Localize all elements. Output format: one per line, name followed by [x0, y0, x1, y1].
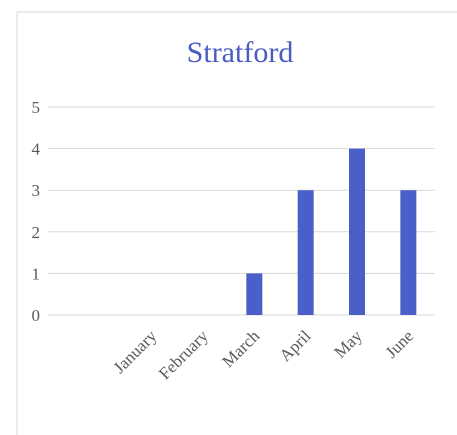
- y-tick-label: 3: [32, 181, 41, 200]
- bar: [297, 190, 314, 315]
- bar: [246, 273, 263, 315]
- x-tick-label: June: [382, 326, 417, 361]
- chart-title: Stratford: [187, 36, 294, 69]
- y-tick-label: 4: [32, 140, 41, 159]
- y-tick-label: 5: [32, 98, 41, 117]
- x-tick-label: January: [110, 326, 161, 377]
- x-tick-label: February: [155, 326, 212, 383]
- x-tick-label: May: [330, 326, 366, 362]
- y-tick-label: 2: [32, 223, 41, 242]
- bar: [400, 190, 417, 315]
- x-tick-label: April: [276, 326, 315, 365]
- y-tick-label: 1: [32, 264, 41, 283]
- x-tick-label: March: [218, 326, 263, 371]
- bar: [349, 148, 365, 315]
- y-tick-label: 0: [32, 306, 41, 325]
